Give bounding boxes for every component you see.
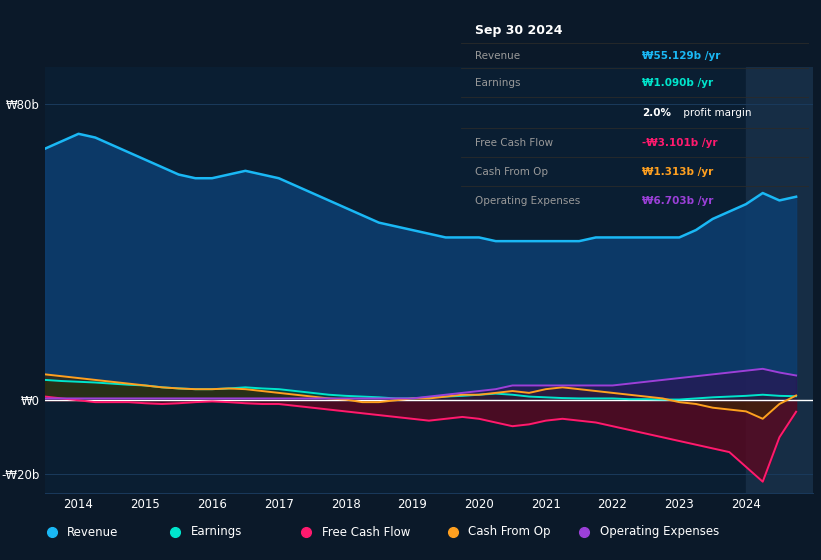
Text: Operating Expenses: Operating Expenses: [599, 525, 719, 539]
Text: Cash From Op: Cash From Op: [475, 167, 548, 177]
Text: Cash From Op: Cash From Op: [469, 525, 551, 539]
Text: ₩1.090b /yr: ₩1.090b /yr: [642, 78, 713, 88]
Text: Earnings: Earnings: [475, 78, 521, 88]
Text: Sep 30 2024: Sep 30 2024: [475, 24, 562, 37]
Text: Operating Expenses: Operating Expenses: [475, 195, 580, 206]
Text: ₩6.703b /yr: ₩6.703b /yr: [642, 195, 713, 206]
Text: Free Cash Flow: Free Cash Flow: [322, 525, 410, 539]
Text: Revenue: Revenue: [475, 50, 521, 60]
Text: ₩1.313b /yr: ₩1.313b /yr: [642, 167, 713, 177]
Text: -₩3.101b /yr: -₩3.101b /yr: [642, 138, 718, 148]
Text: Revenue: Revenue: [67, 525, 118, 539]
Text: 2.0%: 2.0%: [642, 108, 671, 118]
Bar: [746, 67, 813, 493]
Text: profit margin: profit margin: [680, 108, 752, 118]
Text: Earnings: Earnings: [190, 525, 242, 539]
Text: ₩55.129b /yr: ₩55.129b /yr: [642, 50, 720, 60]
Text: Free Cash Flow: Free Cash Flow: [475, 138, 553, 148]
